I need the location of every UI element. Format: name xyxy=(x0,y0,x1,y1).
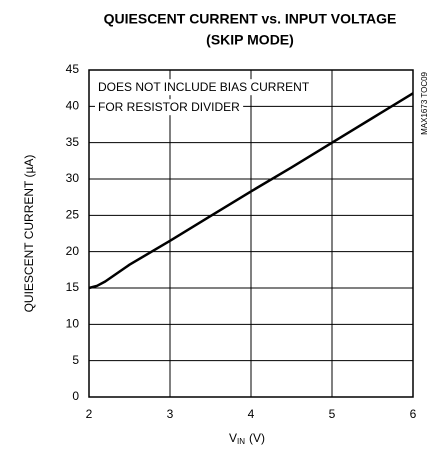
x-tick-label: 2 xyxy=(86,407,93,421)
x-tick-label: 5 xyxy=(329,407,336,421)
y-tick-label: 30 xyxy=(66,171,80,185)
annotation-background xyxy=(95,79,313,96)
annotation: DOES NOT INCLUDE BIAS CURRENT xyxy=(98,80,310,94)
y-tick-label: 25 xyxy=(66,208,80,222)
x-tick-label: 3 xyxy=(167,407,174,421)
x-axis-label-subscript: IN xyxy=(237,437,245,446)
x-axis-label: VIN (V) xyxy=(229,431,265,446)
annotation-background xyxy=(95,99,244,116)
annotation: FOR RESISTOR DIVIDER xyxy=(98,100,240,114)
x-tick-label: 6 xyxy=(410,407,417,421)
y-axis-label: QUIESCENT CURRENT (µA) xyxy=(22,155,36,313)
y-tick-label: 40 xyxy=(66,99,80,113)
y-tick-label: 10 xyxy=(66,317,80,331)
chart-subtitle: (SKIP MODE) xyxy=(206,32,294,48)
x-axis-label-main: V xyxy=(229,431,237,445)
y-tick-label: 35 xyxy=(66,135,80,149)
y-tick-label: 15 xyxy=(66,280,80,294)
chart-title: QUIESCENT CURRENT vs. INPUT VOLTAGE xyxy=(104,11,397,27)
x-tick-label: 4 xyxy=(248,407,255,421)
plot-frame xyxy=(88,69,414,398)
watermark: MAX1673 TOC09 xyxy=(420,71,429,134)
data-line xyxy=(88,92,414,290)
y-tick-label: 45 xyxy=(66,62,80,76)
x-axis-label-unit: (V) xyxy=(249,431,265,445)
y-tick-label: 5 xyxy=(72,353,79,367)
y-tick-label: 20 xyxy=(66,244,80,258)
y-tick-label: 0 xyxy=(72,389,79,403)
